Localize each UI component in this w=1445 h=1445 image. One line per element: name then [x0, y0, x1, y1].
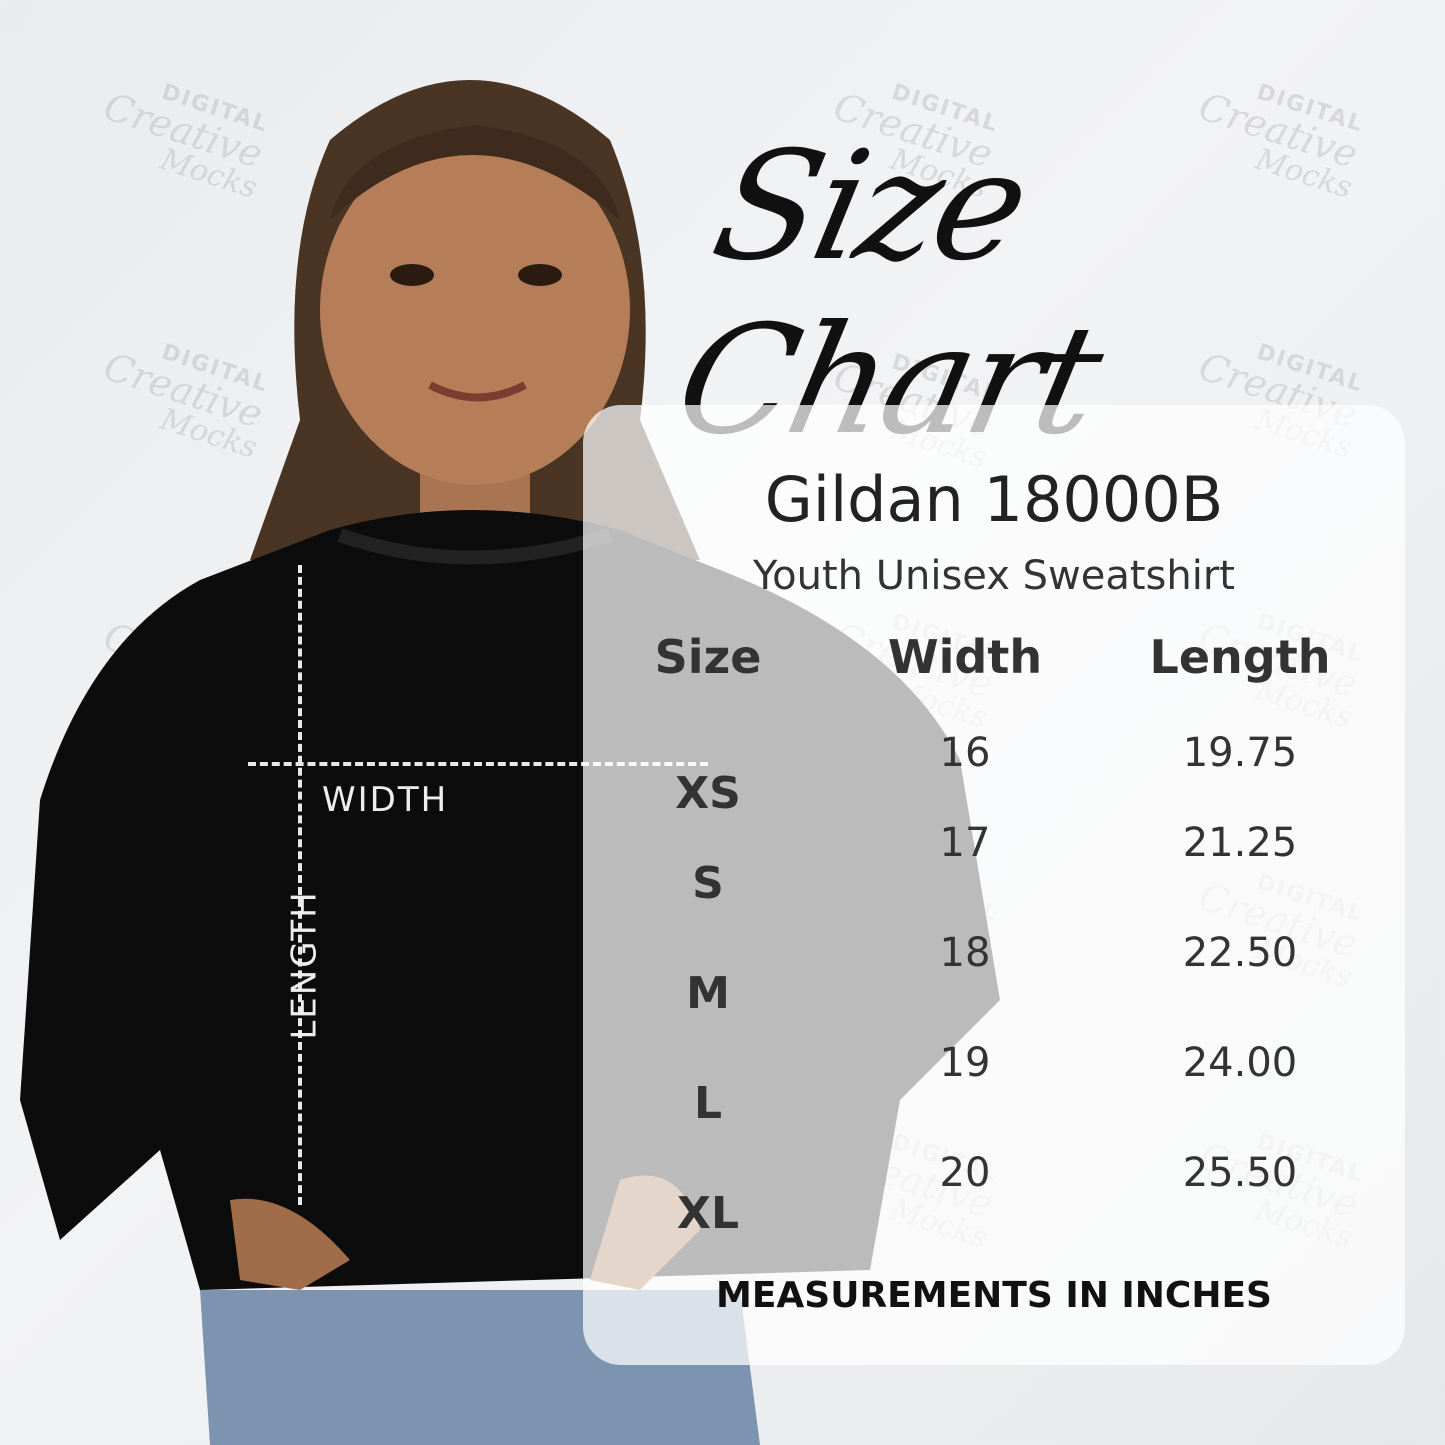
header-width: Width	[887, 630, 1043, 684]
cell-length: 22.50	[1182, 930, 1298, 976]
cell-size: XL	[677, 1188, 739, 1239]
cell-length: 21.25	[1182, 820, 1298, 866]
cell-width: 17	[939, 820, 991, 866]
cell-width: 16	[939, 730, 991, 776]
cell-length: 24.00	[1182, 1040, 1298, 1086]
header-length: Length	[1149, 630, 1331, 684]
measurement-note: MEASUREMENTS IN INCHES	[716, 1275, 1272, 1316]
product-name: Gildan 18000B	[764, 463, 1224, 536]
product-subtitle: Youth Unisex Sweatshirt	[753, 553, 1235, 599]
cell-length: 19.75	[1182, 730, 1298, 776]
cell-length: 25.50	[1182, 1150, 1298, 1196]
size-chart-panel: Gildan 18000B Youth Unisex Sweatshirt Si…	[583, 405, 1405, 1365]
width-label: WIDTH	[322, 780, 449, 820]
length-label: LENGTH	[284, 890, 325, 1040]
cell-size: M	[686, 968, 730, 1019]
cell-width: 18	[939, 930, 991, 976]
width-arrow	[248, 762, 708, 766]
cell-size: L	[693, 1078, 723, 1129]
cell-size: XS	[675, 768, 741, 819]
header-size: Size	[654, 630, 762, 684]
cell-width: 20	[939, 1150, 991, 1196]
length-arrow	[298, 565, 302, 1205]
cell-width: 19	[939, 1040, 991, 1086]
cell-size: S	[692, 858, 724, 909]
